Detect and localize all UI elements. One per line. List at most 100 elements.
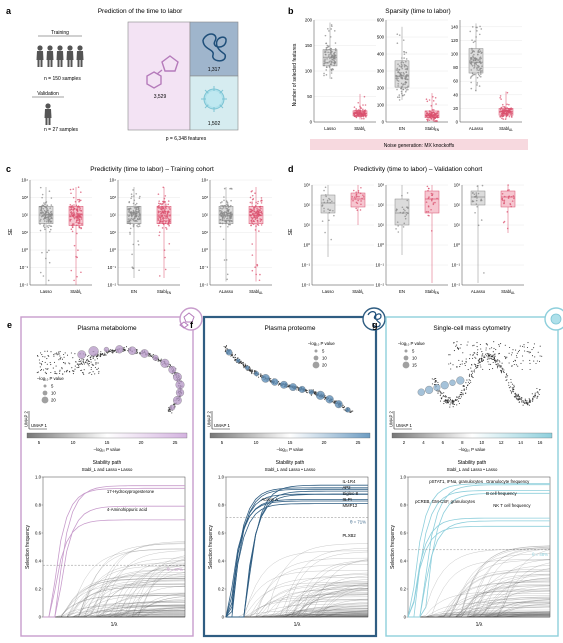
stability-path-lasso bbox=[43, 610, 185, 618]
umap-point bbox=[433, 383, 435, 386]
umap-point bbox=[526, 346, 529, 349]
umap-point bbox=[512, 360, 515, 363]
umap-point bbox=[92, 357, 94, 359]
se-point bbox=[431, 198, 434, 200]
stability-path-lasso bbox=[408, 615, 550, 618]
sparsity-point bbox=[499, 108, 502, 111]
stability-title: Stability path bbox=[276, 460, 305, 466]
stability-path-lasso bbox=[43, 614, 185, 618]
umap-point bbox=[333, 401, 335, 404]
sparsity-point bbox=[481, 65, 483, 68]
se-point bbox=[223, 217, 226, 219]
training-person-icon bbox=[36, 45, 44, 67]
se-point bbox=[80, 210, 83, 212]
umap-point bbox=[505, 358, 507, 360]
stability-path-lasso bbox=[226, 611, 368, 618]
sparsity-point bbox=[330, 49, 332, 52]
se-point bbox=[252, 223, 255, 226]
sparsity-point bbox=[363, 95, 366, 98]
y-tick-label: 10³ bbox=[22, 195, 29, 200]
umap-point bbox=[123, 347, 125, 349]
se-points bbox=[321, 186, 335, 241]
se-point bbox=[73, 204, 75, 206]
sparsity-point bbox=[326, 66, 328, 68]
umap-point bbox=[249, 367, 251, 369]
stability-path-lasso bbox=[43, 542, 186, 618]
se-point bbox=[159, 221, 161, 224]
se-point bbox=[132, 213, 135, 216]
umap-point bbox=[234, 360, 236, 362]
sparsity-point bbox=[403, 65, 406, 68]
umap-point bbox=[99, 356, 101, 358]
sparsity-point bbox=[475, 36, 477, 38]
stability-path-lasso bbox=[408, 611, 550, 618]
stability-path-lasso bbox=[408, 570, 550, 618]
y-tick-label: 500 bbox=[377, 35, 385, 40]
sparsity-point bbox=[505, 112, 508, 115]
umap-point bbox=[250, 371, 252, 373]
sparsity-point bbox=[334, 47, 337, 50]
sparsity-point bbox=[330, 77, 333, 79]
sparsity-point bbox=[470, 63, 473, 66]
umap-point bbox=[517, 365, 519, 367]
sparsity-point bbox=[475, 63, 478, 66]
se-point bbox=[164, 195, 167, 197]
umap-point bbox=[492, 355, 494, 357]
umap-point bbox=[479, 364, 481, 366]
stability-path-lasso bbox=[408, 611, 551, 618]
stability-path-lasso bbox=[43, 613, 186, 618]
umap-point bbox=[477, 364, 479, 367]
se-point bbox=[163, 217, 165, 220]
sparsity-point bbox=[400, 63, 403, 66]
umap-point bbox=[536, 396, 538, 398]
umap-point bbox=[502, 368, 504, 370]
stability-path-lasso bbox=[226, 616, 368, 618]
y-tick-label: 10⁻¹ bbox=[302, 263, 311, 268]
se-point bbox=[257, 211, 260, 213]
umap-point bbox=[94, 366, 96, 368]
se-point bbox=[39, 229, 42, 232]
se-point bbox=[158, 202, 160, 205]
umap-point bbox=[462, 352, 464, 354]
stability-title: Stability path bbox=[93, 460, 122, 466]
se-point bbox=[511, 200, 514, 202]
umap-point bbox=[61, 373, 64, 375]
stability-path-lasso bbox=[408, 568, 551, 618]
umap-point bbox=[342, 404, 344, 406]
se-point bbox=[475, 199, 478, 202]
stability-path-lasso bbox=[408, 612, 550, 618]
se-point bbox=[48, 190, 51, 193]
stability-path-lasso bbox=[226, 608, 368, 618]
sparsity-point bbox=[362, 108, 364, 111]
umap-y-label: UMAP 2 bbox=[24, 410, 29, 427]
umap-y-label: UMAP 2 bbox=[207, 410, 212, 427]
umap-point bbox=[112, 350, 114, 352]
sparsity-point bbox=[434, 114, 437, 116]
umap-point bbox=[343, 406, 345, 408]
umap-point bbox=[452, 406, 454, 408]
umap-point bbox=[502, 367, 504, 370]
se-point bbox=[404, 217, 407, 220]
se-point bbox=[249, 208, 252, 211]
umap-point bbox=[49, 362, 51, 364]
stability-path-lasso bbox=[43, 602, 185, 618]
umap-point bbox=[306, 392, 308, 394]
se-point bbox=[169, 214, 171, 217]
stability-xlabel: 1/λ bbox=[476, 622, 483, 628]
umap-point bbox=[461, 363, 463, 365]
stability-path-lasso bbox=[43, 565, 185, 618]
stability-path-lasso bbox=[408, 548, 550, 618]
sparsity-point bbox=[404, 77, 406, 79]
umap-bubble bbox=[449, 379, 456, 386]
umap-point bbox=[462, 385, 464, 388]
umap-point bbox=[478, 359, 480, 361]
se-point bbox=[260, 211, 262, 213]
umap-point bbox=[519, 396, 521, 398]
y-tick-label: 10⁰ bbox=[453, 243, 460, 248]
umap-point bbox=[457, 400, 459, 402]
umap-point bbox=[91, 363, 93, 365]
umap-point bbox=[492, 361, 494, 363]
sparsity-point bbox=[476, 69, 478, 71]
sparsity-point bbox=[330, 69, 333, 72]
se-point bbox=[257, 200, 259, 203]
